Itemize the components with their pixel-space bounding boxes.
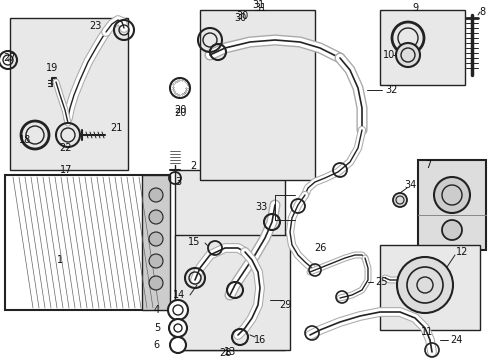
Text: 29: 29	[278, 300, 290, 310]
Text: 32: 32	[384, 85, 397, 95]
Bar	[175, 170, 285, 350]
Circle shape	[392, 193, 406, 207]
Text: 34: 34	[403, 180, 415, 190]
Text: 9: 9	[411, 3, 417, 13]
Text: 25: 25	[374, 277, 386, 287]
Circle shape	[395, 43, 419, 67]
Circle shape	[149, 188, 163, 202]
Text: 20: 20	[173, 108, 186, 118]
Text: 21: 21	[110, 123, 122, 133]
Text: 16: 16	[253, 335, 265, 345]
Bar	[175, 235, 289, 350]
Circle shape	[149, 276, 163, 290]
Text: 2: 2	[189, 161, 196, 171]
Circle shape	[168, 300, 187, 320]
Text: 31: 31	[251, 0, 264, 10]
Text: 30: 30	[233, 13, 245, 23]
Text: 13: 13	[224, 347, 236, 357]
Text: 27: 27	[3, 53, 16, 63]
Circle shape	[396, 257, 452, 313]
Text: 3: 3	[175, 177, 181, 187]
Circle shape	[170, 337, 185, 353]
Text: 23: 23	[89, 21, 101, 31]
Text: 4: 4	[154, 305, 160, 315]
Circle shape	[169, 319, 186, 337]
Bar	[10, 18, 128, 170]
Text: 20: 20	[173, 105, 186, 115]
Text: 31: 31	[253, 3, 265, 13]
Text: 7: 7	[424, 160, 430, 170]
Text: 14: 14	[172, 290, 184, 300]
Bar	[200, 10, 314, 180]
Circle shape	[149, 254, 163, 268]
Circle shape	[441, 220, 461, 240]
Text: +: +	[5, 57, 11, 63]
Bar	[417, 160, 485, 250]
Text: 26: 26	[313, 243, 325, 253]
Circle shape	[149, 210, 163, 224]
Text: 22: 22	[59, 143, 71, 153]
Circle shape	[433, 177, 469, 213]
Text: 15: 15	[187, 237, 200, 247]
Text: 12: 12	[455, 247, 467, 257]
Text: 8: 8	[478, 7, 484, 17]
Bar	[5, 175, 170, 310]
Text: 11: 11	[420, 327, 432, 337]
Bar	[379, 245, 479, 330]
Text: 28: 28	[218, 348, 231, 358]
Bar	[142, 175, 170, 310]
Text: 33: 33	[255, 202, 267, 212]
Bar	[379, 10, 464, 85]
Text: 19: 19	[46, 63, 58, 73]
Circle shape	[149, 232, 163, 246]
Text: 10: 10	[382, 50, 394, 60]
Text: 1: 1	[57, 255, 63, 265]
Text: 5: 5	[153, 323, 160, 333]
Text: 6: 6	[154, 340, 160, 350]
Text: 17: 17	[60, 165, 72, 175]
Text: 18: 18	[19, 135, 31, 145]
Text: 30: 30	[235, 11, 247, 21]
Text: 24: 24	[449, 335, 462, 345]
